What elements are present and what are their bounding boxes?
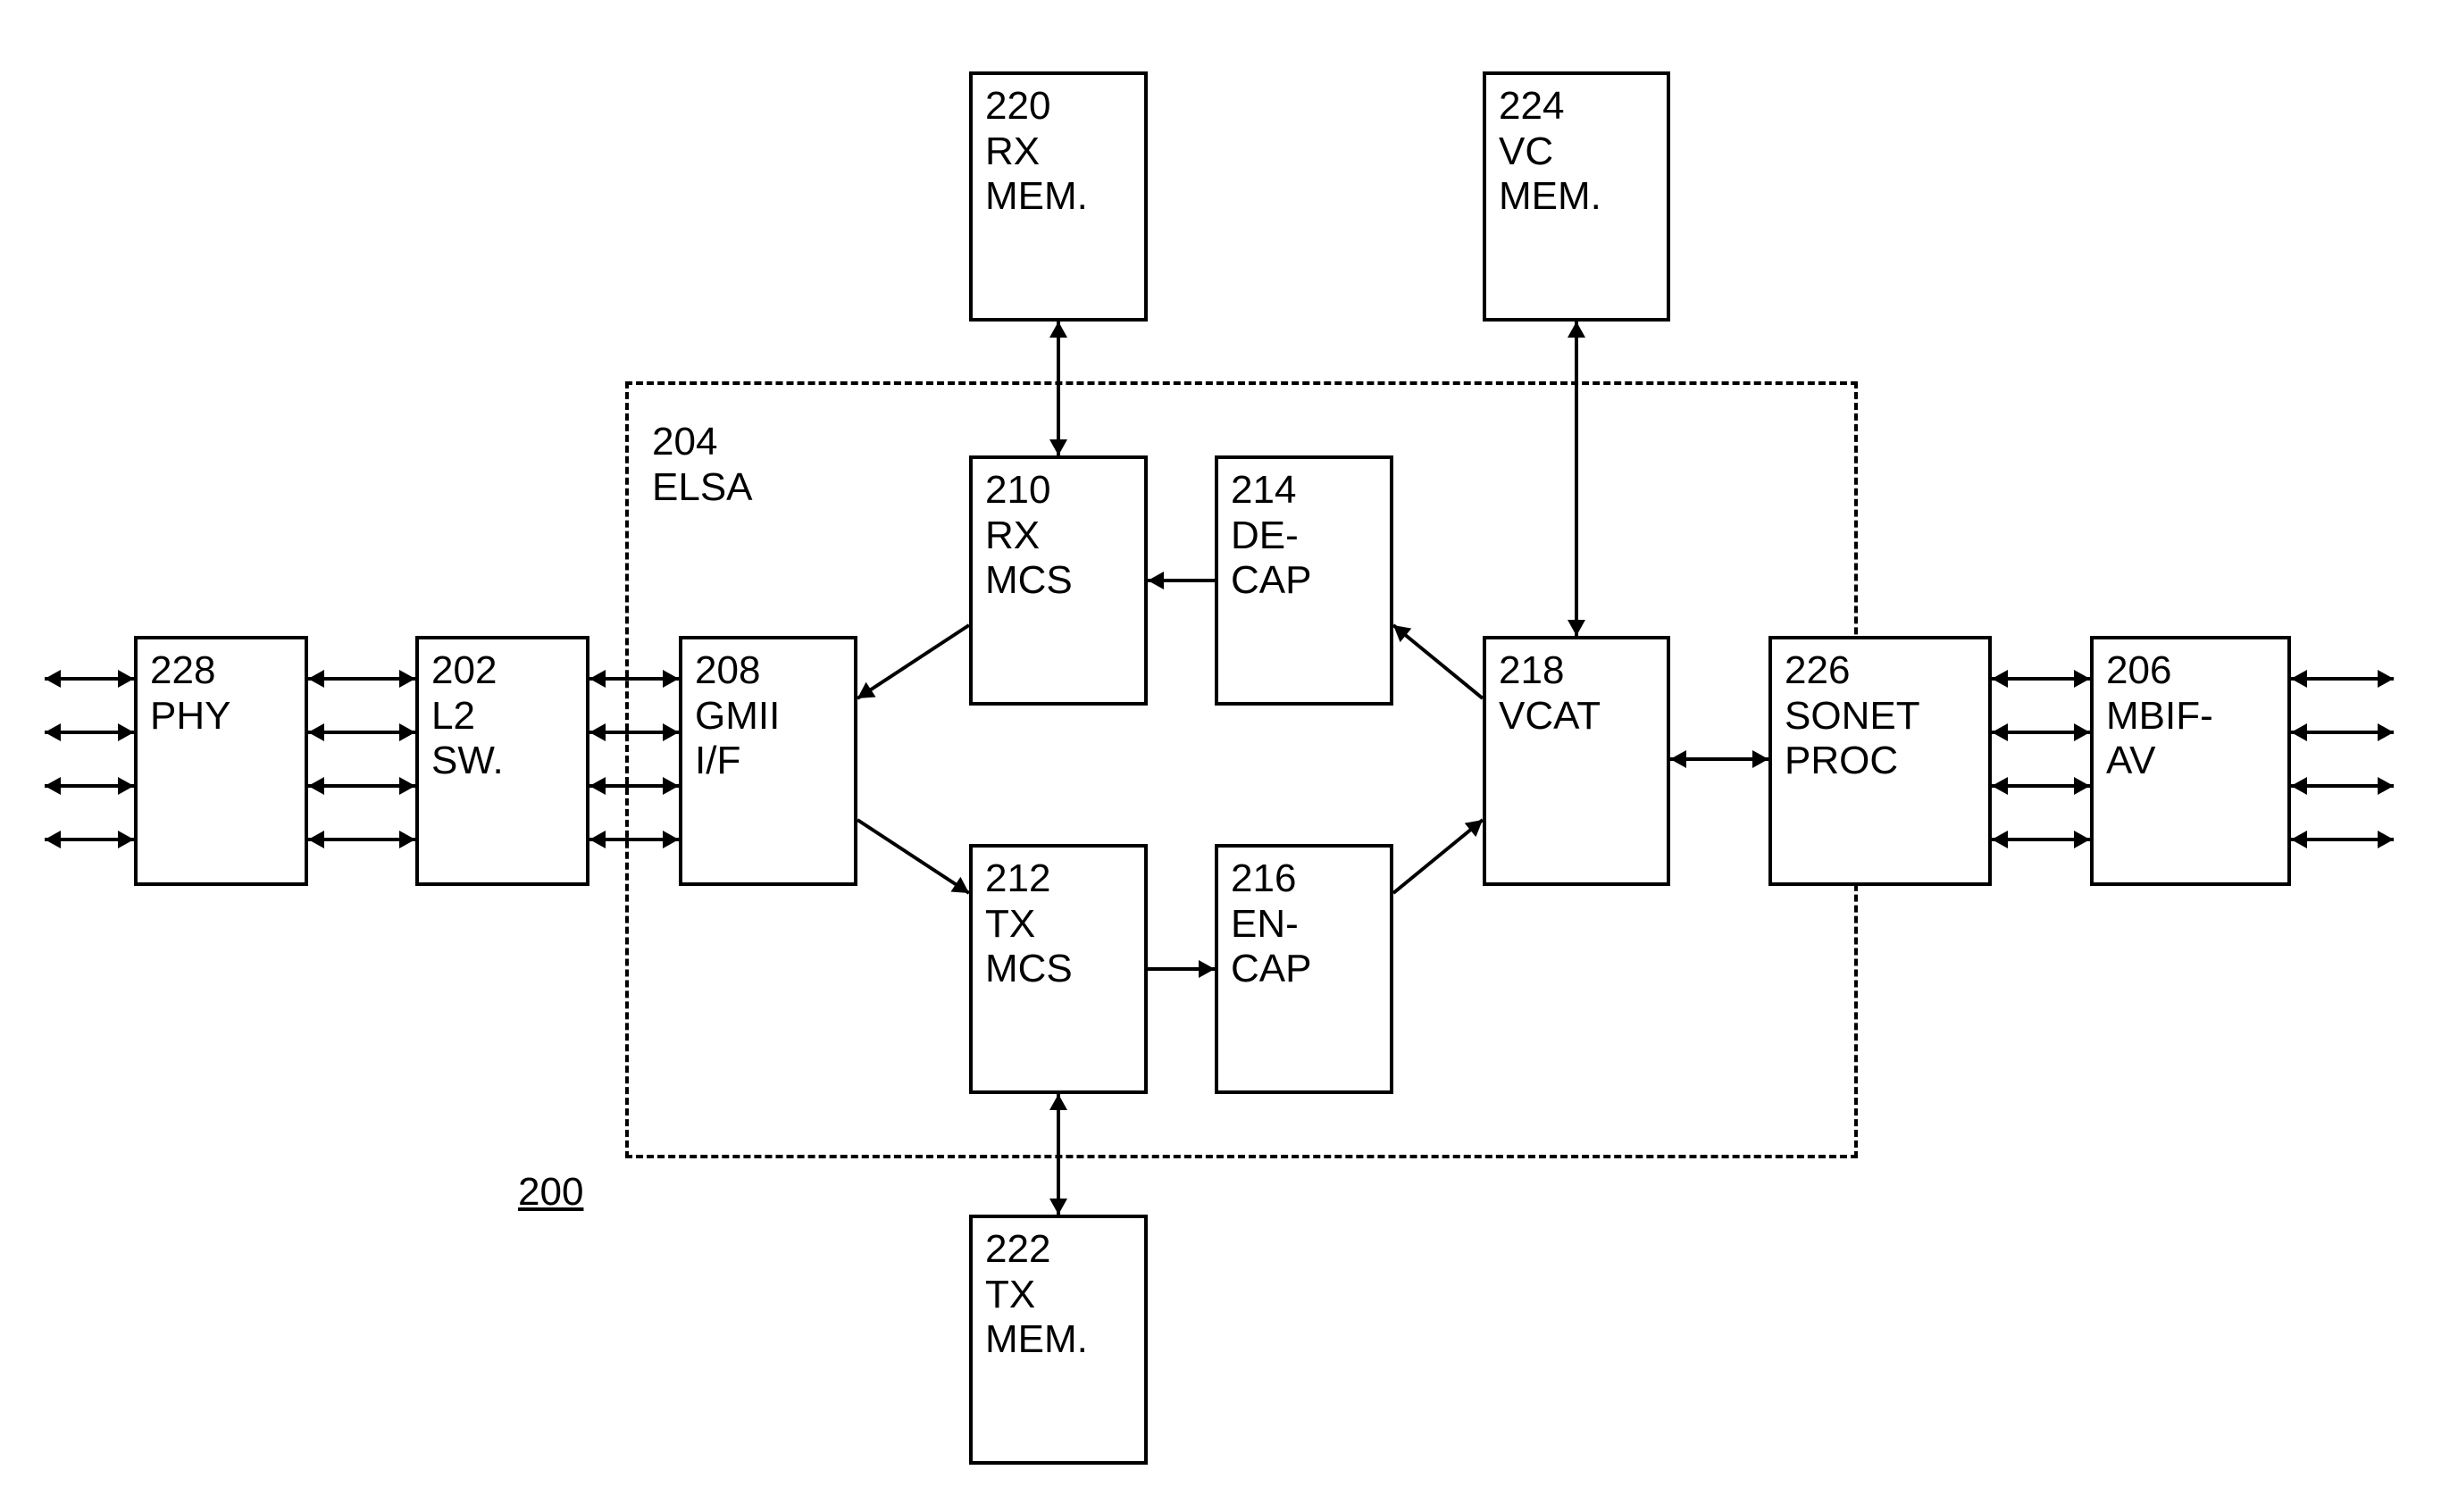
block-l2sw: 202L2SW. [415, 636, 589, 886]
block-sonet: 226SONETPROC [1768, 636, 1992, 886]
block-line: MEM. [1499, 174, 1654, 220]
block-num: 208 [695, 648, 841, 694]
block-line: PROC [1785, 739, 1976, 784]
block-phy: 228PHY [134, 636, 308, 886]
block-txmem: 222TXMEM. [969, 1215, 1148, 1465]
block-line: CAP [1231, 558, 1377, 604]
block-line: GMII [695, 694, 841, 739]
diagram-stage: 204 ELSA228PHY202L2SW.208GMIII/F210RXMCS… [0, 0, 2458, 1512]
figure-number: 200 [518, 1170, 583, 1215]
block-line: RX [985, 514, 1132, 559]
block-line: MBIF- [2106, 694, 2275, 739]
block-num: 228 [150, 648, 292, 694]
block-num: 202 [431, 648, 573, 694]
block-num: 212 [985, 856, 1132, 902]
block-line: MEM. [985, 174, 1132, 220]
block-line: TX [985, 902, 1132, 948]
block-line: PHY [150, 694, 292, 739]
block-num: 218 [1499, 648, 1654, 694]
block-num: 206 [2106, 648, 2275, 694]
block-line: SONET [1785, 694, 1976, 739]
block-rxmcs: 210RXMCS [969, 455, 1148, 706]
block-line: MCS [985, 558, 1132, 604]
block-line: DE- [1231, 514, 1377, 559]
block-rxmem: 220RXMEM. [969, 71, 1148, 322]
block-vcat: 218VCAT [1483, 636, 1670, 886]
elsa-label: 204 ELSA [652, 420, 753, 510]
block-num: 210 [985, 468, 1132, 514]
block-gmii: 208GMIII/F [679, 636, 857, 886]
block-mbif: 206MBIF-AV [2090, 636, 2291, 886]
block-line: I/F [695, 739, 841, 784]
block-num: 220 [985, 84, 1132, 129]
block-encap: 216EN-CAP [1215, 844, 1393, 1094]
block-line: VCAT [1499, 694, 1654, 739]
block-num: 226 [1785, 648, 1976, 694]
block-line: EN- [1231, 902, 1377, 948]
block-line: MCS [985, 947, 1132, 992]
block-num: 214 [1231, 468, 1377, 514]
block-num: 224 [1499, 84, 1654, 129]
block-line: VC [1499, 129, 1654, 175]
block-line: RX [985, 129, 1132, 175]
block-num: 222 [985, 1227, 1132, 1273]
block-decap: 214DE-CAP [1215, 455, 1393, 706]
block-line: TX [985, 1273, 1132, 1318]
block-txmcs: 212TXMCS [969, 844, 1148, 1094]
block-line: AV [2106, 739, 2275, 784]
block-line: L2 [431, 694, 573, 739]
block-num: 216 [1231, 856, 1377, 902]
block-line: CAP [1231, 947, 1377, 992]
block-line: SW. [431, 739, 573, 784]
block-line: MEM. [985, 1317, 1132, 1363]
block-vcmem: 224VCMEM. [1483, 71, 1670, 322]
